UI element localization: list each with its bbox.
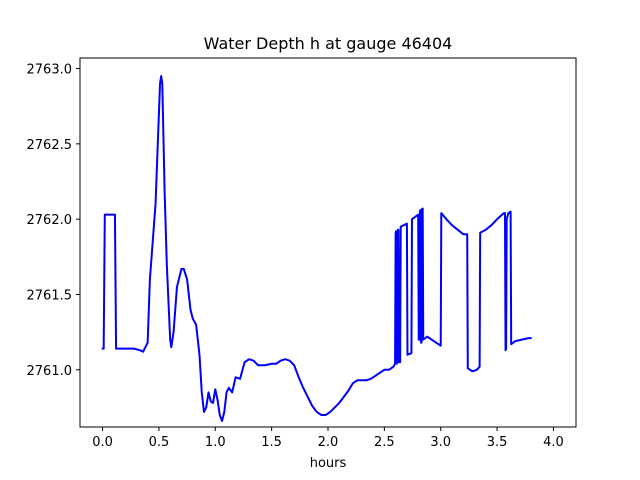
- y-tick-label: 2762.5: [27, 138, 73, 153]
- x-tick-label: 1.0: [205, 435, 226, 450]
- chart-title: Water Depth h at gauge 46404: [204, 34, 453, 53]
- x-tick-label: 0.5: [149, 435, 170, 450]
- y-axis: 2761.0 2761.5 2762.0 2762.5 2763.0: [27, 63, 80, 379]
- x-axis-label: hours: [310, 456, 347, 471]
- y-tick-label: 2762.0: [27, 213, 73, 228]
- x-tick-label: 0.0: [92, 435, 113, 450]
- x-tick-label: 2.0: [318, 435, 339, 450]
- y-tick-label: 2761.0: [27, 364, 73, 379]
- x-tick-label: 1.5: [261, 435, 282, 450]
- x-tick-label: 2.5: [374, 435, 395, 450]
- axes-frame: [79, 57, 577, 428]
- x-tick-label: 4.0: [543, 435, 564, 450]
- x-axis: 0.0 0.5 1.0 1.5 2.0 2.5 3.0 3.5 4.0: [92, 427, 564, 450]
- series-line: [101, 75, 532, 422]
- plot-area: [101, 75, 532, 422]
- x-tick-label: 3.5: [487, 435, 508, 450]
- y-tick-label: 2763.0: [27, 63, 73, 78]
- x-tick-label: 3.0: [430, 435, 451, 450]
- y-tick-label: 2761.5: [27, 288, 73, 303]
